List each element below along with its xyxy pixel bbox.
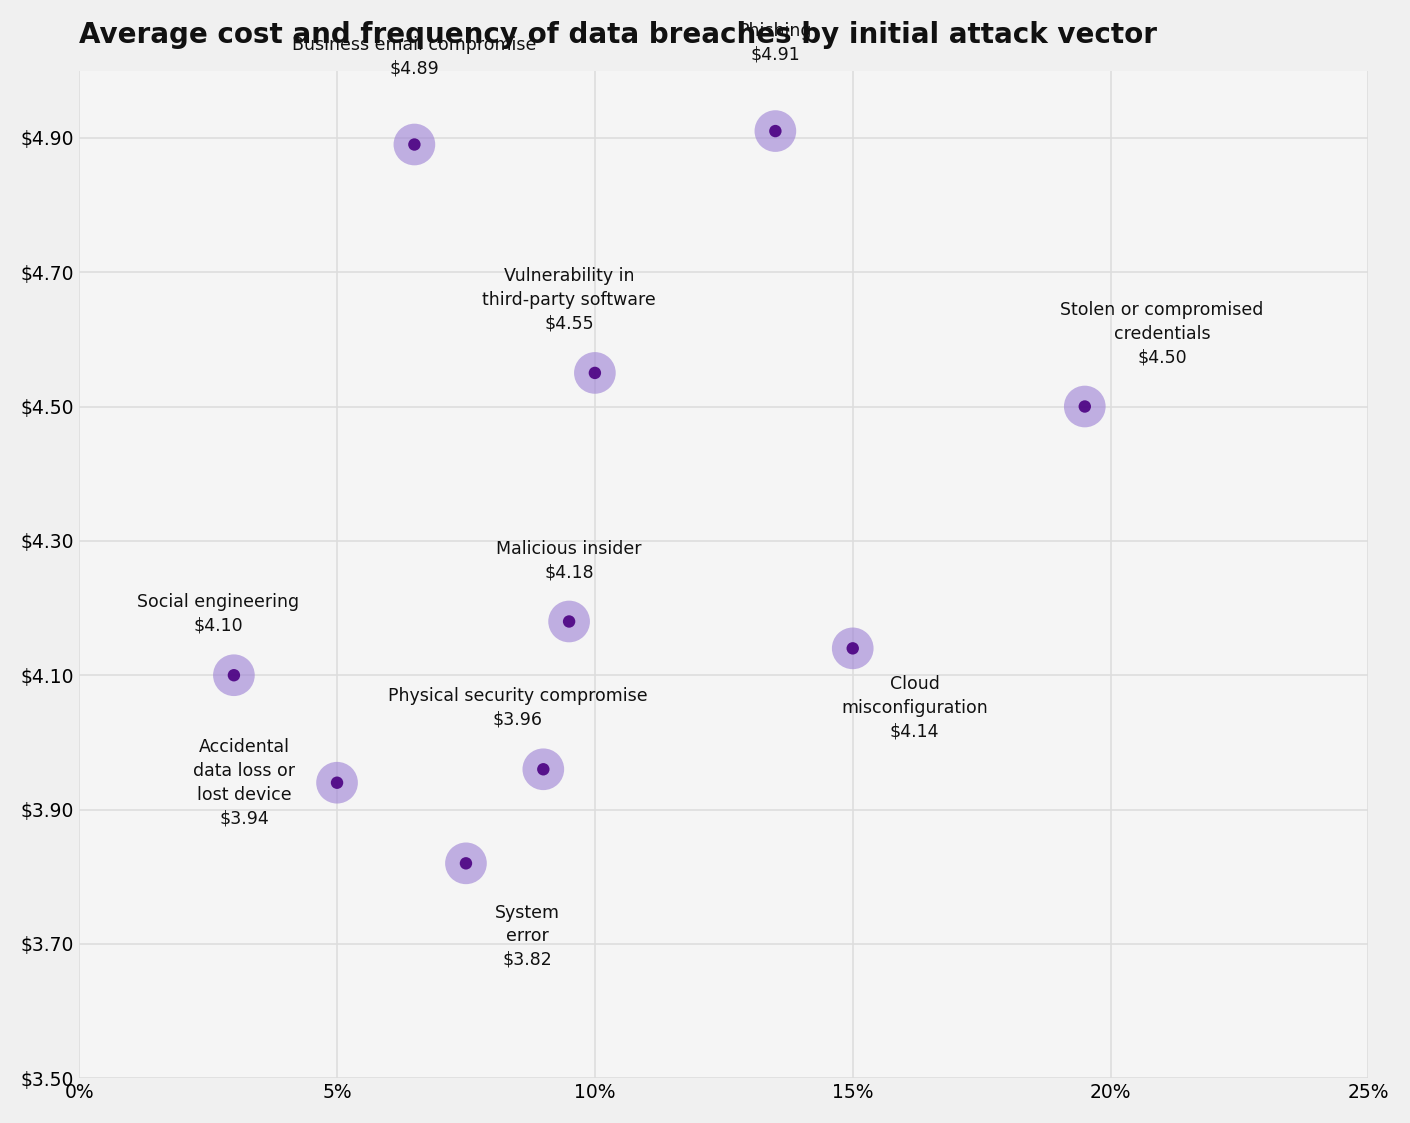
Point	[403, 136, 426, 154]
Point	[532, 760, 554, 778]
Point	[1073, 398, 1096, 416]
Text: Average cost and frequency of data breaches by initial attack vector: Average cost and frequency of data breac…	[79, 21, 1158, 48]
Text: System
error
$3.82: System error $3.82	[495, 904, 560, 969]
Text: Vulnerability in
third-party software
$4.55: Vulnerability in third-party software $4…	[482, 267, 656, 332]
Point	[558, 612, 581, 630]
Text: Physical security compromise
$3.96: Physical security compromise $3.96	[388, 687, 647, 729]
Text: Stolen or compromised
credentials
$4.50: Stolen or compromised credentials $4.50	[1060, 301, 1263, 366]
Point	[842, 639, 864, 657]
Point	[403, 136, 426, 154]
Text: Social engineering
$4.10: Social engineering $4.10	[137, 593, 299, 634]
Text: Accidental
data loss or
lost device
$3.94: Accidental data loss or lost device $3.9…	[193, 738, 295, 828]
Point	[842, 639, 864, 657]
Point	[326, 774, 348, 792]
Point	[764, 122, 787, 140]
Text: Cloud
misconfiguration
$4.14: Cloud misconfiguration $4.14	[842, 675, 988, 740]
Point	[454, 855, 477, 873]
Point	[558, 612, 581, 630]
Point	[223, 666, 245, 684]
Point	[326, 774, 348, 792]
Text: Phishing
$4.91: Phishing $4.91	[739, 22, 812, 64]
Text: Business email compromise
$4.89: Business email compromise $4.89	[292, 36, 537, 77]
Point	[584, 364, 606, 382]
Point	[532, 760, 554, 778]
Point	[584, 364, 606, 382]
Point	[223, 666, 245, 684]
Point	[454, 855, 477, 873]
Point	[764, 122, 787, 140]
Point	[1073, 398, 1096, 416]
Text: Malicious insider
$4.18: Malicious insider $4.18	[496, 539, 642, 582]
